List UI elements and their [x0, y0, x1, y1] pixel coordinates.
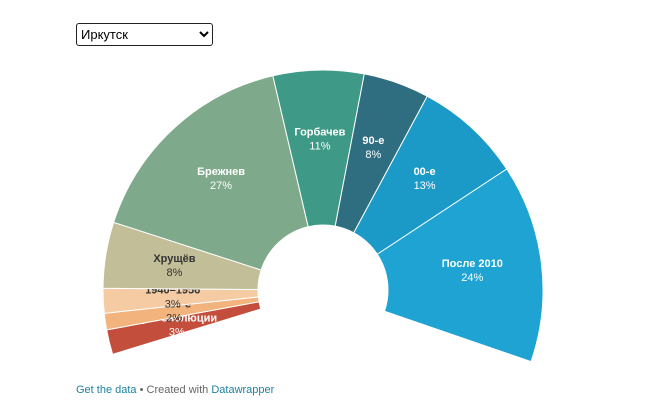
chart: До Революции3%1930-е2%1940–19563%Хрущёв8… [102, 69, 544, 363]
segment [376, 168, 544, 363]
segment-value: 2% [166, 313, 182, 325]
segment-value: 24% [461, 272, 483, 284]
segment-label: Брежнев [197, 166, 245, 178]
footer: Get the data • Created with Datawrapper [76, 384, 274, 396]
segment-value: 3% [169, 327, 185, 339]
segment-value: 13% [414, 180, 436, 192]
get-data-link[interactable]: Get the data [76, 384, 137, 396]
footer-text: • Created with [139, 384, 209, 396]
segment-value: 8% [365, 149, 381, 161]
segment-label: Хрущёв [153, 253, 195, 265]
segment-label: Горбачев [294, 126, 345, 138]
segment [113, 75, 309, 271]
segment-value: 3% [165, 298, 181, 310]
segment-label: 90-е [362, 135, 384, 147]
segment-value: 11% [309, 140, 330, 152]
segment-value: 8% [166, 267, 182, 279]
brand-link[interactable]: Datawrapper [211, 384, 275, 396]
segment-label: После 2010 [442, 258, 503, 270]
segment-value: 27% [210, 180, 232, 192]
segment-label: 00-е [414, 166, 436, 178]
city-select[interactable]: Иркутск [76, 23, 213, 46]
